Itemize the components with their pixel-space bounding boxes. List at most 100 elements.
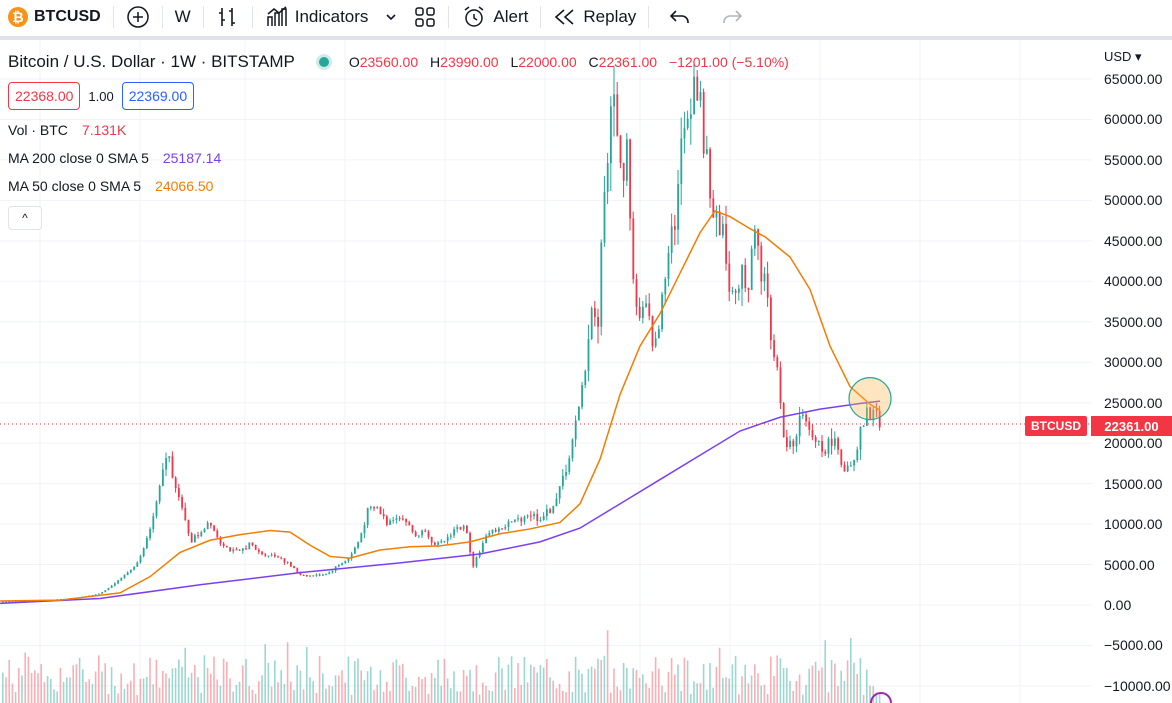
price-axis-label: 65000.00 bbox=[1104, 71, 1163, 87]
ma200-legend[interactable]: MA 200 close 0 SMA 5 25187.14 bbox=[8, 144, 789, 172]
candle-body bbox=[110, 585, 113, 588]
candle-body bbox=[555, 498, 558, 506]
volume-bar bbox=[386, 681, 388, 703]
ohlc-values: O23560.00 H23990.00 L22000.00 C22361.00 … bbox=[349, 54, 789, 70]
volume-bar bbox=[722, 678, 724, 703]
volume-bar bbox=[504, 689, 506, 703]
candle-body bbox=[302, 574, 305, 576]
volume-bar bbox=[818, 670, 820, 703]
indicators-dropdown-button[interactable] bbox=[376, 4, 406, 30]
volume-bar bbox=[226, 661, 228, 703]
candle-body bbox=[261, 551, 263, 555]
candle-body bbox=[859, 426, 862, 450]
volume-bar bbox=[587, 668, 590, 703]
volume-bar bbox=[398, 665, 401, 703]
candle-body bbox=[338, 564, 340, 567]
candle-body bbox=[315, 574, 318, 576]
candle-body bbox=[725, 223, 727, 264]
undo-button[interactable] bbox=[661, 4, 699, 30]
candle-body bbox=[267, 555, 270, 557]
candle-body bbox=[878, 410, 881, 428]
buy-price-button[interactable]: 22369.00 bbox=[121, 82, 195, 110]
candle-body bbox=[558, 486, 561, 499]
volume-bar bbox=[622, 662, 625, 703]
candle-body bbox=[117, 580, 119, 584]
candle-body bbox=[872, 409, 875, 419]
alert-button[interactable]: Alert bbox=[453, 4, 536, 30]
volume-bar bbox=[539, 664, 542, 703]
candle-body bbox=[389, 520, 391, 525]
templates-button[interactable] bbox=[406, 4, 444, 30]
ma50-legend[interactable]: MA 50 close 0 SMA 5 24066.50 bbox=[8, 172, 789, 200]
bar-chart-type-icon bbox=[218, 8, 235, 26]
candle-body bbox=[2, 601, 4, 603]
candle-body bbox=[101, 592, 103, 594]
sell-price-button[interactable]: 22368.00 bbox=[8, 82, 81, 110]
candle-body bbox=[158, 485, 161, 502]
candle-body bbox=[514, 519, 516, 522]
indicators-button[interactable]: Indicators bbox=[257, 4, 377, 30]
compare-button[interactable] bbox=[118, 4, 158, 30]
price-chart-canvas[interactable] bbox=[0, 40, 1172, 703]
volume-bar bbox=[750, 675, 753, 703]
volume-bar bbox=[155, 659, 158, 703]
chart-type-button[interactable] bbox=[208, 4, 248, 30]
volume-bar bbox=[770, 656, 772, 703]
price-axis-label: 10000.00 bbox=[1104, 516, 1163, 533]
candle-body bbox=[837, 438, 839, 450]
volume-bar bbox=[478, 694, 481, 703]
candle-body bbox=[152, 516, 155, 530]
volume-bar bbox=[34, 670, 36, 703]
volume-bar bbox=[162, 670, 164, 703]
volume-bar bbox=[680, 691, 682, 703]
volume-bar bbox=[392, 662, 394, 703]
candle-body bbox=[603, 191, 606, 243]
volume-bar bbox=[149, 657, 151, 703]
redo-button[interactable] bbox=[713, 4, 751, 30]
candle-body bbox=[517, 518, 519, 520]
toolbar-divider bbox=[448, 6, 450, 28]
volume-bar bbox=[658, 668, 660, 703]
candle-body bbox=[238, 549, 241, 551]
volume-bar bbox=[427, 693, 430, 703]
candle-body bbox=[606, 163, 609, 192]
candle-body bbox=[539, 519, 542, 521]
symbol-search-button[interactable]: ₿ BTCUSD bbox=[0, 4, 109, 30]
ma200-label: MA 200 close 0 SMA 5 bbox=[8, 150, 149, 166]
candle-body bbox=[446, 536, 449, 542]
volume-bar bbox=[309, 677, 311, 703]
candle-body bbox=[786, 437, 788, 448]
candle-body bbox=[498, 528, 500, 532]
price-axis-label: 5000.00 bbox=[1104, 556, 1155, 573]
candle-body bbox=[645, 303, 647, 307]
replay-button[interactable]: Replay bbox=[545, 4, 644, 30]
volume-bar bbox=[677, 664, 679, 703]
volume-bar bbox=[430, 673, 433, 703]
low-value: 22000.00 bbox=[518, 54, 577, 70]
candle-body bbox=[626, 139, 628, 181]
candle-body bbox=[392, 519, 395, 521]
volume-bar bbox=[389, 690, 391, 703]
candle-body bbox=[427, 531, 430, 537]
volume-bar bbox=[856, 674, 858, 703]
candle-body bbox=[274, 554, 276, 557]
candle-body bbox=[773, 340, 775, 358]
volume-bar bbox=[552, 680, 554, 703]
volume-bar bbox=[603, 655, 606, 703]
volume-bar bbox=[107, 694, 110, 703]
volume-bar bbox=[734, 656, 737, 703]
volume-bar bbox=[693, 681, 695, 703]
volume-legend[interactable]: Vol · BTC 7.131K bbox=[8, 116, 789, 144]
currency-selector[interactable]: USD ▾ bbox=[1104, 49, 1142, 64]
legend-collapse-button[interactable]: ^ bbox=[8, 206, 42, 230]
candle-body bbox=[491, 529, 494, 534]
indicator-settings-icon[interactable] bbox=[870, 692, 892, 703]
volume-bar bbox=[507, 664, 510, 703]
candle-body bbox=[834, 438, 836, 446]
interval-button[interactable]: W bbox=[174, 7, 191, 26]
volume-bar bbox=[43, 682, 46, 703]
volume-bar bbox=[165, 673, 167, 703]
volume-bar bbox=[40, 664, 42, 703]
volume-bar bbox=[206, 667, 209, 703]
candle-body bbox=[318, 574, 321, 576]
